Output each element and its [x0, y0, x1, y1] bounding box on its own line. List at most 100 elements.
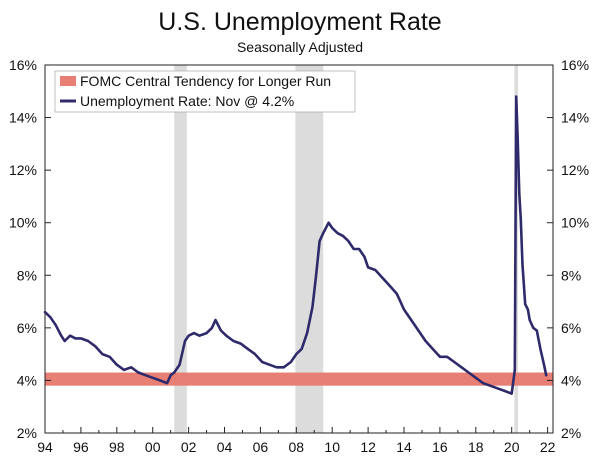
unemployment-rate-point [474, 376, 477, 379]
x-tick-label: 98 [109, 439, 125, 455]
unemployment-rate-point [545, 374, 548, 377]
unemployment-rate-point [453, 361, 456, 363]
legend: FOMC Central Tendency for Longer Run Unem… [54, 70, 356, 113]
y-tick-label-left: 6% [17, 320, 37, 336]
x-tick-label: 04 [217, 439, 233, 455]
chart-subtitle: Seasonally Adjusted [236, 39, 364, 55]
unemployment-rate-point [166, 382, 168, 384]
unemployment-rate-point [367, 266, 370, 269]
unemployment-rate-point [352, 248, 355, 250]
unemployment-rate-point [518, 192, 521, 195]
unemployment-rate-point [211, 326, 213, 329]
y-tick-label-right: 4% [561, 372, 581, 388]
unemployment-rate-point [482, 382, 484, 384]
unemployment-rate-point [187, 334, 190, 337]
unemployment-rate-point [306, 332, 308, 335]
unemployment-rate-point [515, 95, 518, 98]
unemployment-rate-point [158, 379, 161, 382]
unemployment-rate-point [526, 308, 529, 311]
legend-band-label: FOMC Central Tendency for Longer Run [80, 73, 331, 89]
unemployment-rate-point [543, 363, 545, 366]
unemployment-rate-point [295, 353, 298, 356]
y-tick-label-right: 8% [561, 267, 581, 283]
unemployment-rate-point [169, 374, 172, 377]
legend-box [54, 70, 356, 113]
unemployment-rate-point [184, 340, 186, 342]
unemployment-rate-point [388, 284, 391, 287]
unemployment-rate-point [358, 248, 361, 250]
unemployment-rate-point [439, 355, 441, 358]
unemployment-rate-point [363, 255, 366, 258]
x-tick-label: 20 [504, 439, 520, 455]
unemployment-rate-point [513, 369, 516, 371]
unemployment-rate-point [63, 340, 66, 342]
unemployment-rate-point [446, 355, 448, 358]
unemployment-rate-point [232, 340, 235, 342]
x-tick-label: 16 [432, 439, 448, 455]
x-tick-label: 14 [396, 439, 412, 455]
unemployment-rate-point [374, 269, 377, 271]
unemployment-rate-point [225, 334, 228, 337]
unemployment-rate-point [130, 366, 133, 369]
unemployment-rate-point [137, 371, 140, 374]
unemployment-rate-point [460, 366, 463, 369]
unemployment-rate-point [193, 332, 195, 335]
x-tick-label: 22 [540, 439, 556, 455]
unemployment-rate-point [205, 332, 208, 335]
unemployment-rate-point [318, 240, 321, 243]
x-tick-label: 08 [289, 439, 305, 455]
unemployment-rate-point [44, 311, 46, 313]
y-tick-label-left: 16% [9, 57, 37, 73]
unemployment-rate-point [60, 334, 63, 337]
unemployment-rate-point [489, 384, 492, 387]
unemployment-rate-point [101, 353, 104, 356]
y-tick-label-left: 10% [9, 215, 37, 231]
unemployment-rate-point [300, 347, 303, 350]
x-tick-label: 94 [37, 439, 53, 455]
unemployment-rate-point [198, 334, 201, 337]
y-tick-label-right: 14% [561, 110, 589, 126]
y-tick-label-left: 8% [17, 267, 37, 283]
unemployment-rate-point [282, 366, 285, 369]
unemployment-rate-point [521, 263, 524, 266]
x-tick-label: 06 [253, 439, 269, 455]
unemployment-rate-point [315, 274, 317, 277]
unemployment-rate-point [54, 324, 57, 327]
unemployment-rate-point [173, 371, 176, 374]
x-tick-label: 00 [145, 439, 161, 455]
legend-band-swatch [60, 76, 76, 86]
unemployment-rate-point [220, 329, 222, 332]
unemployment-rate-point [539, 347, 542, 350]
y-tick-label-left: 2% [17, 425, 37, 441]
unemployment-rate-point [239, 342, 242, 345]
unemployment-rate-point [108, 355, 111, 358]
unemployment-rate-point [524, 303, 527, 306]
x-tick-label: 96 [73, 439, 89, 455]
unemployment-rate-point [151, 376, 154, 379]
unemployment-rate-point [336, 232, 339, 235]
unemployment-rate-point [535, 329, 538, 332]
unemployment-rate-point [49, 316, 52, 319]
unemployment-rate-point [516, 135, 519, 137]
x-tick-label: 10 [324, 439, 340, 455]
unemployment-rate-point [519, 216, 522, 219]
unemployment-rate-point [410, 319, 413, 321]
unemployment-rate-point [123, 369, 125, 371]
unemployment-rate-point [417, 329, 420, 332]
y-tick-label-right: 16% [561, 57, 589, 73]
unemployment-rate-point [510, 392, 513, 395]
unemployment-rate-point [214, 319, 217, 321]
plot-frame [44, 64, 554, 434]
y-tick-label-left: 12% [9, 162, 37, 178]
unemployment-rate-point [268, 363, 271, 366]
legend-line-label: Unemployment Rate: Nov @ 4.2% [80, 93, 294, 109]
unemployment-rate-point [403, 308, 405, 311]
unemployment-rate-point [74, 337, 77, 340]
y-tick-label-left: 4% [17, 372, 37, 388]
unemployment-rate-point [528, 319, 531, 321]
y-tick-label-right: 6% [561, 320, 581, 336]
unemployment-rate-point [424, 340, 427, 342]
unemployment-rate-point [80, 337, 82, 340]
unemployment-rate-point [261, 361, 264, 363]
unemployment-rate-point [290, 361, 292, 363]
